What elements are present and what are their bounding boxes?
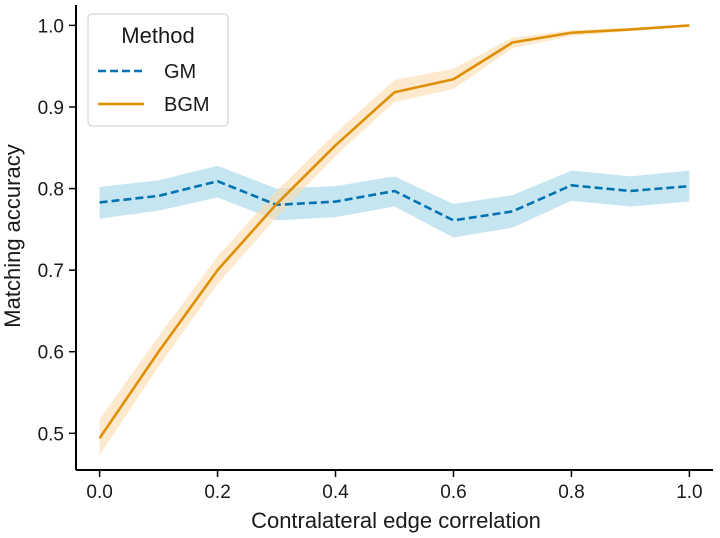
y-tick-label: 0.8: [38, 180, 64, 201]
x-tick-label: 0.0: [86, 482, 112, 503]
y-tick-label: 1.0: [38, 16, 64, 37]
legend-gm-label: GM: [164, 61, 196, 83]
y-tick-label: 0.9: [38, 98, 64, 119]
confidence-bands: [99, 25, 690, 456]
legend-title: Method: [121, 23, 194, 48]
x-tick-label: 0.8: [558, 482, 584, 503]
y-axis-ticks: 0.5 0.6 0.7 0.8 0.9 1.0: [38, 16, 76, 445]
gm-confidence-band: [99, 165, 690, 238]
x-axis-label: Contralateral edge correlation: [251, 508, 541, 533]
y-tick-label: 0.7: [38, 261, 64, 282]
legend-frame: [87, 13, 229, 127]
legend-bgm-label: BGM: [164, 94, 210, 116]
y-tick-label: 0.5: [38, 424, 64, 445]
x-axis-ticks: 0.0 0.2 0.4 0.6 0.8 1.0: [86, 470, 703, 503]
x-tick-label: 1.0: [676, 482, 702, 503]
y-axis-label: Matching accuracy: [0, 144, 25, 327]
gm-series-line: [99, 179, 690, 222]
x-tick-label: 0.4: [322, 482, 349, 503]
series-lines: [98, 24, 690, 439]
x-tick-label: 0.2: [204, 482, 230, 503]
x-tick-label: 0.6: [440, 482, 466, 503]
y-tick-label: 0.6: [38, 343, 64, 364]
bgm-series-line: [98, 24, 690, 439]
legend: Method GM BGM: [87, 13, 229, 127]
